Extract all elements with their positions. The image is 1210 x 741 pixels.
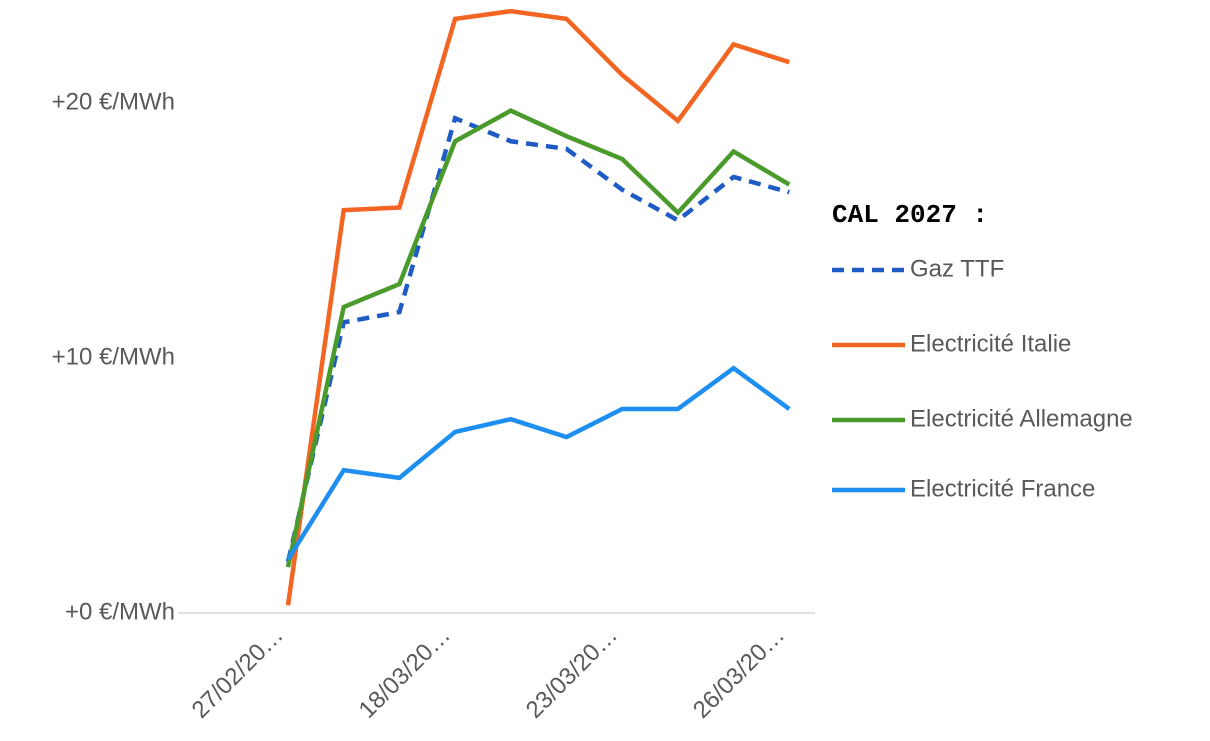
x-tick-label: 27/02/20… (187, 622, 289, 724)
x-tick-label: 18/03/20… (354, 622, 456, 724)
y-tick-label: +10 €/MWh (52, 343, 175, 370)
series-line (285, 8, 790, 606)
legend-label: Electricité France (910, 475, 1095, 502)
legend-label: Electricité Italie (910, 330, 1071, 357)
series-line (285, 108, 791, 568)
series-line (286, 365, 791, 561)
legend-label: Electricité Allemagne (910, 405, 1133, 432)
legend-title: CAL 2027 : (832, 200, 988, 230)
series-line (285, 115, 790, 563)
y-tick-label: +20 €/MWh (52, 88, 175, 115)
x-tick-label: 23/03/20… (521, 622, 623, 724)
x-tick-label: 26/03/20… (688, 622, 790, 724)
legend-label: Gaz TTF (910, 255, 1004, 282)
y-tick-label: +0 €/MWh (65, 598, 175, 625)
